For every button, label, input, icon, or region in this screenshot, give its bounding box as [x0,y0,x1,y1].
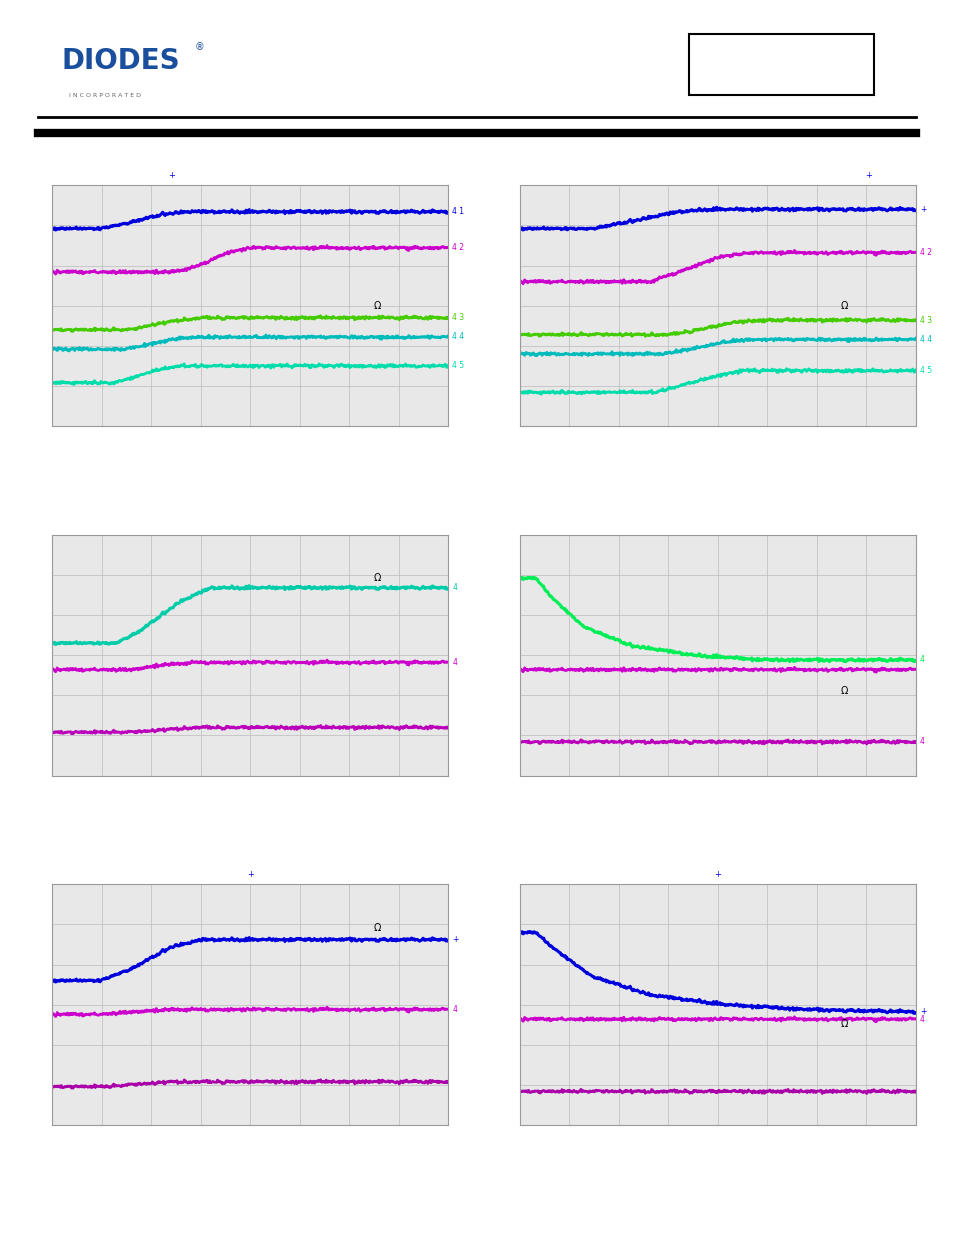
Text: 4: 4 [452,583,456,593]
Text: DIODES: DIODES [61,47,179,75]
Text: 4 5: 4 5 [919,367,931,375]
Text: Ω: Ω [373,573,380,583]
Text: 4 4: 4 4 [452,332,464,341]
FancyBboxPatch shape [688,35,873,95]
Text: 4: 4 [452,658,456,667]
Text: 4: 4 [919,1015,923,1024]
Text: 4 4: 4 4 [919,335,931,343]
Text: Ω: Ω [840,1019,847,1029]
Text: 4 3: 4 3 [919,316,931,325]
Text: +: + [452,935,458,944]
Text: +: + [919,205,925,214]
Text: +: + [919,1008,925,1016]
Text: 4: 4 [452,1005,456,1014]
Text: I N C O R P O R A T E D: I N C O R P O R A T E D [69,93,140,98]
Text: Ω: Ω [840,687,847,697]
Text: 4 1: 4 1 [452,207,464,216]
Text: 4 2: 4 2 [452,243,464,252]
Text: 4 3: 4 3 [452,314,464,322]
Text: 4 5: 4 5 [452,362,464,370]
Text: Ω: Ω [373,300,380,311]
Text: ®: ® [194,42,204,52]
Text: +: + [247,871,253,879]
Text: 4: 4 [919,656,923,664]
Text: Ω: Ω [840,300,847,311]
Text: Ω: Ω [373,923,380,932]
Text: 4: 4 [919,737,923,746]
Text: 4 2: 4 2 [919,248,931,257]
Text: +: + [864,172,871,180]
Text: +: + [168,172,174,180]
Text: +: + [714,871,720,879]
